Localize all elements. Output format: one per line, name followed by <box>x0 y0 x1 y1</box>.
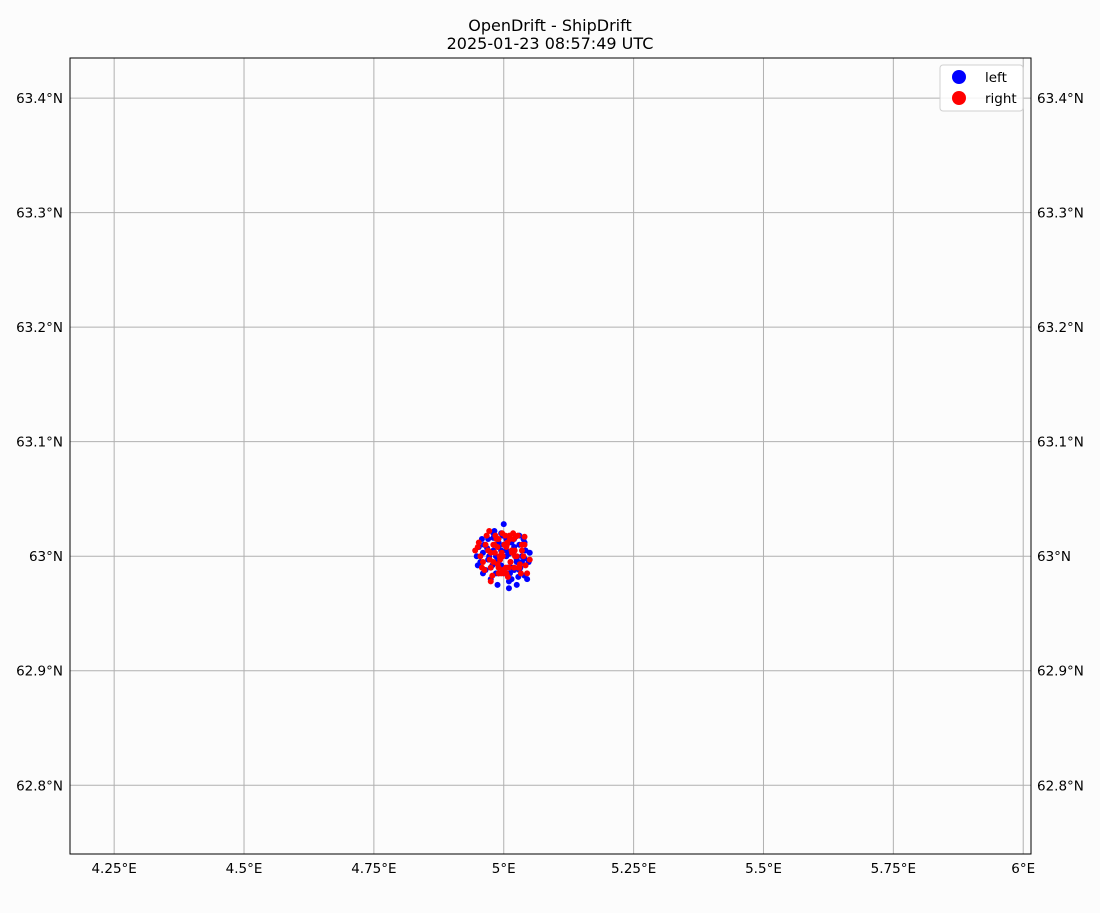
y-tick-label-left: 63.4°N <box>16 91 63 107</box>
x-tick-label: 5.75°E <box>871 861 916 877</box>
legend-marker-left <box>952 70 966 84</box>
particle-right <box>494 561 501 568</box>
y-tick-label-right: 62.9°N <box>1037 664 1084 680</box>
y-tick-label-left: 63.1°N <box>16 435 63 451</box>
chart-subtitle: 2025-01-23 08:57:49 UTC <box>446 34 654 53</box>
particle-right <box>511 564 518 571</box>
particle-right <box>478 564 485 571</box>
particle-right <box>506 532 513 539</box>
drift-particles <box>472 521 533 592</box>
particle-right <box>477 553 484 560</box>
particle-right <box>503 544 510 551</box>
particle-right <box>487 549 494 556</box>
particle-right <box>499 553 506 560</box>
particle-right <box>487 564 494 571</box>
x-tick-label: 5°E <box>492 861 516 877</box>
legend-label-left: left <box>985 70 1007 86</box>
y-tick-label-right: 63.4°N <box>1037 91 1084 107</box>
particle-right <box>502 532 509 539</box>
particle-right <box>474 544 481 551</box>
legend-label-right: right <box>985 91 1017 107</box>
particle-right <box>491 549 498 556</box>
particle-left <box>505 585 512 592</box>
particle-right <box>511 547 518 554</box>
y-tick-label-right: 63.2°N <box>1037 320 1084 336</box>
x-tick-label: 6°E <box>1011 861 1035 877</box>
particle-left <box>505 578 512 585</box>
particle-right <box>489 572 496 579</box>
y-tick-label-right: 62.8°N <box>1037 778 1084 794</box>
particle-right <box>495 570 502 577</box>
particle-right <box>522 562 529 569</box>
x-tick-label: 4.25°E <box>91 861 136 877</box>
x-tick-labels: 4.25°E 4.5°E 4.75°E 5°E 5.25°E 5.5°E 5.75°E 6°E <box>91 861 1035 877</box>
particle-right <box>512 553 519 560</box>
particle-right <box>524 570 531 577</box>
y-tick-label-left: 62.9°N <box>16 664 63 680</box>
particle-right <box>517 570 524 577</box>
particle-right <box>515 564 522 571</box>
particle-right <box>482 541 489 548</box>
y-tick-labels: 62.8°N 62.8°N 62.9°N 62.9°N 63°N 63°N 63.1°N 63… <box>16 91 1084 794</box>
chart-title-block: OpenDrift - ShipDrift 2025-01-23 08:57:4… <box>0 17 1100 53</box>
y-tick-label-left: 62.8°N <box>16 778 63 794</box>
legend-marker-right <box>952 91 966 105</box>
y-tick-label-left: 63°N <box>29 549 63 565</box>
particle-right <box>518 547 525 554</box>
particle-right <box>479 558 486 565</box>
particle-left <box>513 581 520 588</box>
y-tick-label-right: 63°N <box>1037 549 1071 565</box>
particle-right <box>526 556 533 563</box>
x-tick-label: 5.25°E <box>611 861 656 877</box>
particle-right <box>495 536 502 543</box>
particle-right <box>487 578 494 585</box>
particle-right <box>502 564 509 571</box>
particle-right <box>490 541 497 548</box>
particle-right <box>483 532 490 539</box>
x-tick-label: 4.5°E <box>226 861 263 877</box>
y-tick-label-left: 63.3°N <box>16 206 63 222</box>
particle-right <box>521 533 528 540</box>
particle-right <box>507 558 514 565</box>
particle-right <box>486 528 493 535</box>
particle-right <box>504 573 511 580</box>
series-right <box>472 528 533 585</box>
particle-left <box>500 521 507 528</box>
particle-left <box>494 581 501 588</box>
y-tick-label-right: 63.3°N <box>1037 206 1084 222</box>
plot-frame <box>69 57 1032 855</box>
particle-right <box>518 541 525 548</box>
particle-right <box>520 553 527 560</box>
particle-right <box>475 539 482 546</box>
particle-right <box>510 536 517 543</box>
gridlines <box>70 58 1031 854</box>
particle-right <box>486 556 493 563</box>
x-tick-label: 5.5°E <box>745 861 782 877</box>
chart-title: OpenDrift - ShipDrift <box>468 16 632 35</box>
y-tick-label-right: 63.1°N <box>1037 435 1084 451</box>
y-tick-label-left: 63.2°N <box>16 320 63 336</box>
x-tick-label: 4.75°E <box>351 861 396 877</box>
legend: left right <box>939 64 1024 112</box>
